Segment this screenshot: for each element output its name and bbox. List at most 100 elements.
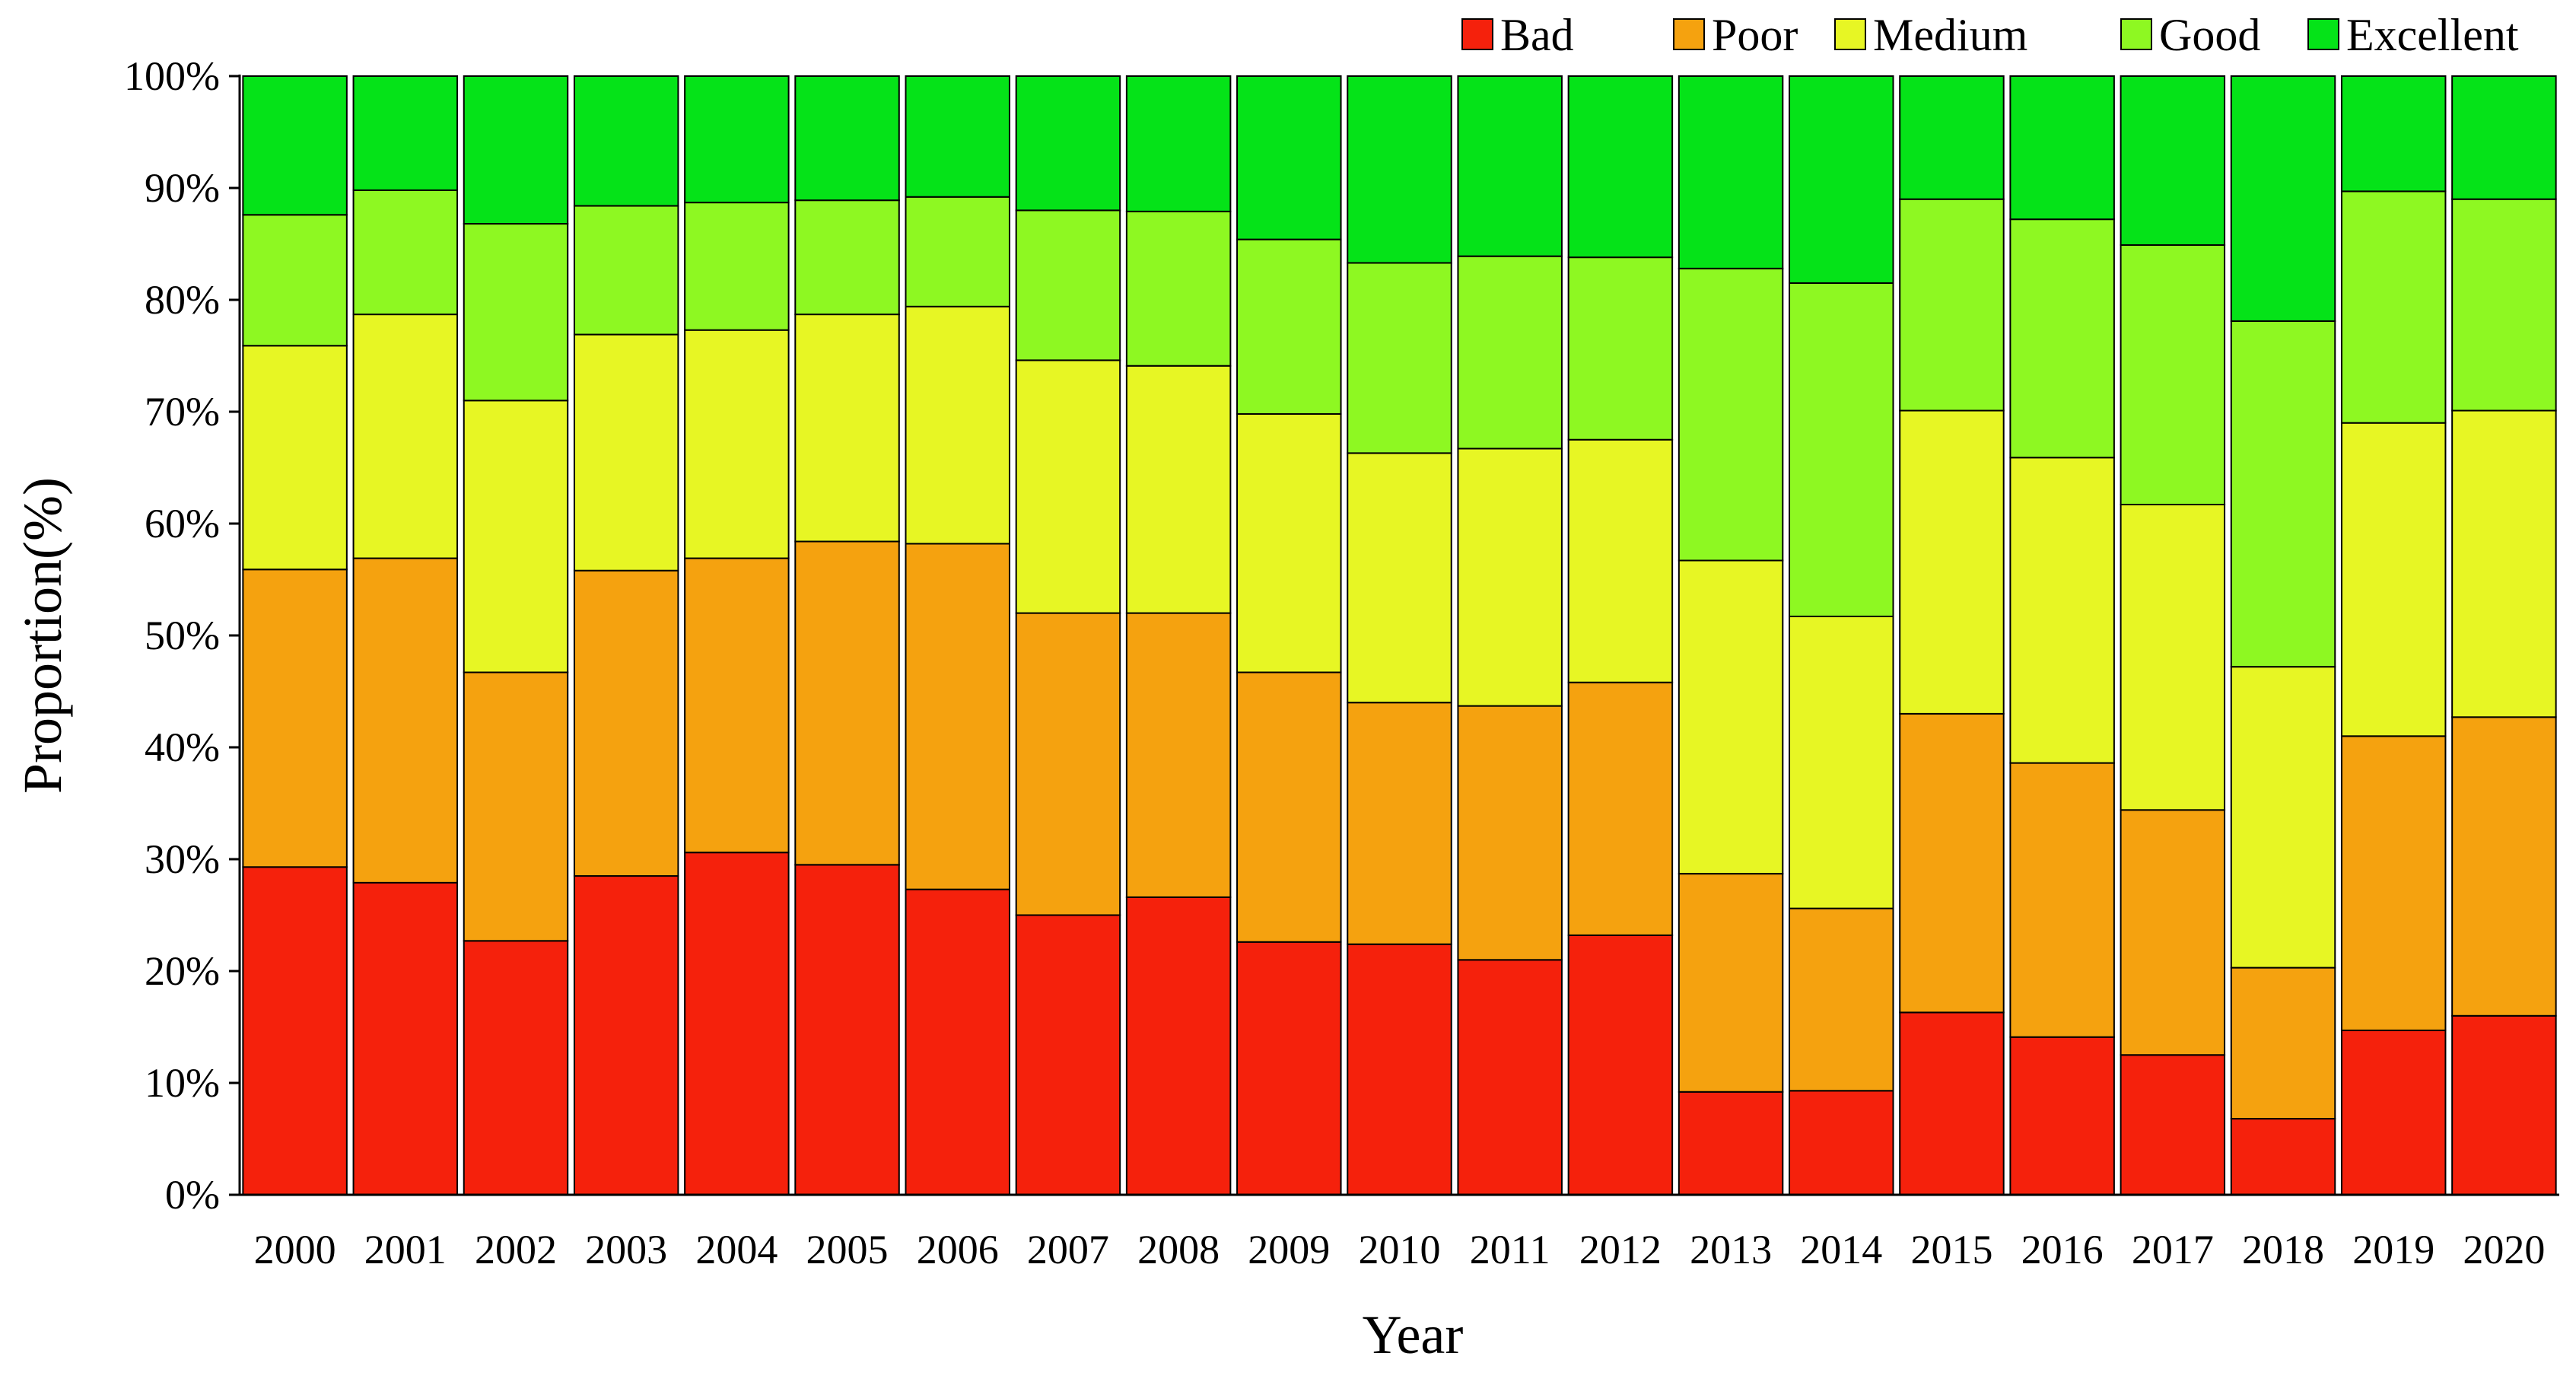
bar-medium-2010 [1347,452,1452,704]
bar-bad-2015 [1899,1011,2005,1196]
bar-medium-2009 [1236,412,1342,673]
bar-good-2003 [573,205,679,336]
bar-good-2020 [2451,198,2557,412]
legend-swatch-excellent [2307,18,2339,50]
bar-medium-2001 [352,314,459,559]
x-tick-label-2006: 2006 [917,1227,999,1272]
legend-label-poor: Poor [1712,10,1798,60]
bar-excellent-2004 [684,75,790,204]
bar-excellent-2005 [794,75,900,202]
bar-bad-2008 [1125,896,1232,1196]
y-tick-label-40: 40% [145,724,220,770]
x-tick-label-2003: 2003 [585,1227,667,1272]
legend: Bad Poor Medium Good Excellent [1461,10,2519,60]
axes-layer: 2000 2001 2002 2003 2004 2005 2006 2007 2008 2009… [124,53,2559,1272]
bar-excellent-2019 [2340,75,2447,193]
x-tick-label-2004: 2004 [695,1227,778,1272]
bar-poor-2007 [1015,612,1121,916]
x-tick-label-2009: 2009 [1248,1227,1330,1272]
bar-medium-2018 [2230,666,2336,969]
bar-bad-2010 [1347,943,1452,1196]
bar-medium-2016 [2009,457,2115,764]
bar-poor-2020 [2451,716,2557,1017]
x-tick-label-2013: 2013 [1690,1227,1772,1272]
bar-excellent-2016 [2009,75,2115,221]
bar-poor-2004 [684,557,790,854]
y-tick-label-90: 90% [145,165,220,211]
bar-bad-2019 [2340,1029,2447,1196]
bar-poor-2012 [1567,681,1674,936]
bar-medium-2017 [2120,504,2226,811]
x-tick-label-2012: 2012 [1579,1227,1662,1272]
bar-bad-2006 [905,888,1010,1196]
bar-excellent-2018 [2230,75,2336,322]
bar-good-2019 [2340,190,2447,424]
y-tick-label-0: 0% [165,1172,220,1218]
bar-bad-2012 [1567,934,1674,1196]
bar-poor-2002 [463,671,569,942]
bar-poor-2005 [794,540,900,866]
bar-excellent-2001 [352,75,459,191]
y-tick-label-70: 70% [145,389,220,435]
legend-label-good: Good [2159,10,2260,60]
y-tick-label-50: 50% [145,613,220,658]
bar-medium-2020 [2451,409,2557,718]
bar-good-2012 [1567,256,1674,441]
bar-bad-2004 [684,852,790,1196]
bars-layer [242,75,2557,1196]
y-tick-label-20: 20% [145,948,220,994]
x-tick-label-2015: 2015 [1910,1227,1992,1272]
bar-bad-2018 [2230,1118,2336,1196]
x-tick-label-2007: 2007 [1027,1227,1109,1272]
x-axis-title: Year [1363,1304,1464,1365]
bar-poor-2017 [2120,809,2226,1056]
bar-bad-2000 [242,866,348,1196]
bar-medium-2011 [1457,447,1563,707]
y-tick-label-100: 100% [124,53,220,99]
y-tick-label-30: 30% [145,836,220,882]
bar-good-2001 [352,189,459,316]
bar-good-2005 [794,199,900,316]
x-tick-label-2001: 2001 [364,1227,447,1272]
bar-medium-2012 [1567,438,1674,683]
bar-good-2006 [905,196,1010,307]
bar-bad-2002 [463,940,569,1196]
bar-excellent-2011 [1457,75,1563,257]
bar-medium-2002 [463,400,569,673]
bar-good-2016 [2009,218,2115,459]
bar-medium-2019 [2340,422,2447,737]
bar-excellent-2010 [1347,75,1452,264]
x-tick-label-2011: 2011 [1470,1227,1550,1272]
bar-poor-2000 [242,568,348,868]
bar-poor-2010 [1347,702,1452,945]
y-tick-label-80: 80% [145,277,220,323]
legend-swatch-poor [1673,18,1705,50]
bar-bad-2017 [2120,1054,2226,1196]
bar-medium-2003 [573,333,679,572]
bar-good-2002 [463,223,569,402]
bar-good-2004 [684,202,790,331]
legend-label-medium: Medium [1873,10,2027,60]
bar-medium-2006 [905,305,1010,545]
bar-medium-2007 [1015,359,1121,614]
x-tick-label-2016: 2016 [2021,1227,2104,1272]
bar-excellent-2003 [573,75,679,207]
legend-swatch-good [2120,18,2152,50]
bar-medium-2000 [242,345,348,571]
bar-excellent-2006 [905,75,1010,198]
bar-medium-2008 [1125,365,1232,614]
bar-bad-2014 [1789,1090,1894,1196]
bar-good-2017 [2120,244,2226,506]
bar-poor-2001 [352,557,459,884]
x-tick-label-2014: 2014 [1800,1227,1882,1272]
bar-poor-2009 [1236,671,1342,943]
bar-poor-2019 [2340,735,2447,1031]
bar-medium-2005 [794,314,900,543]
bar-bad-2013 [1678,1091,1784,1196]
legend-swatch-medium [1834,18,1866,50]
bar-poor-2011 [1457,705,1563,961]
x-tick-label-2018: 2018 [2242,1227,2324,1272]
bar-medium-2013 [1678,559,1784,875]
x-tick-label-2002: 2002 [475,1227,557,1272]
